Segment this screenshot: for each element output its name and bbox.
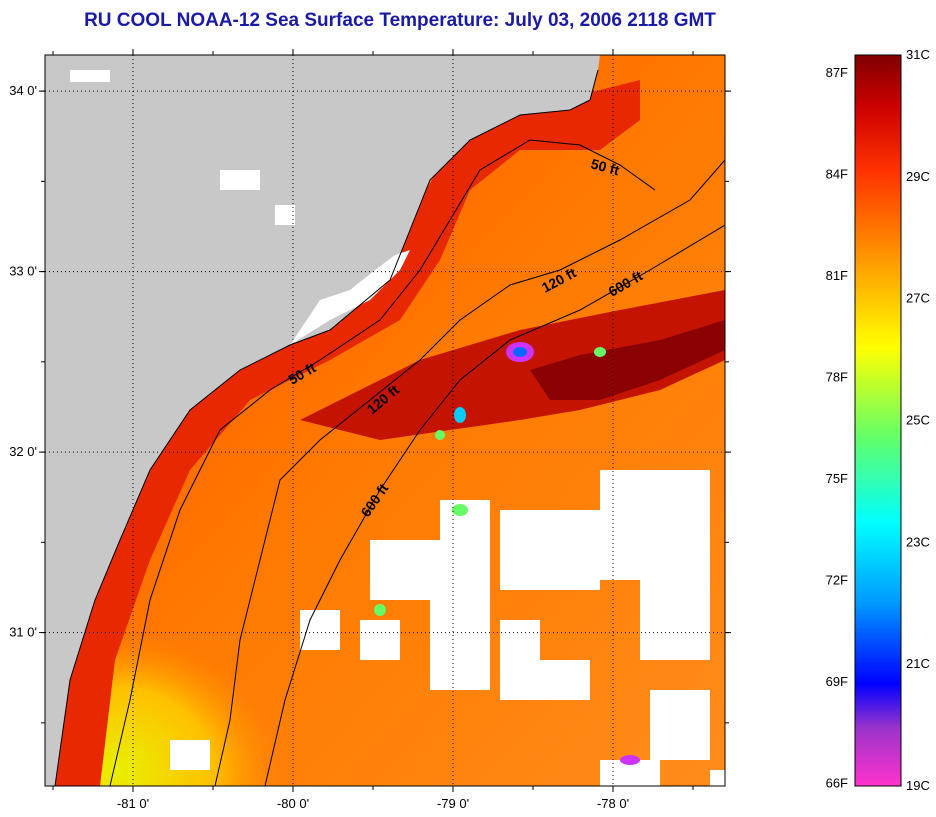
y-tick-label: 31 0': [9, 625, 37, 640]
colorbar-fahrenheit-label: 72F: [826, 573, 848, 588]
y-tick-label: 33 0': [9, 264, 37, 279]
x-tick-label: -80 0': [277, 796, 309, 811]
isobath-50ft: [109, 139, 656, 786]
x-tick-label: -79 0': [437, 796, 469, 811]
axis-tick-labels: -81 0' -80 0' -79 0' -78 0' 34 0' 33 0' 32 0' 3…: [9, 83, 629, 811]
x-tick-label: -81 0': [117, 796, 149, 811]
colorbar-fahrenheit-label: 87F: [826, 65, 848, 80]
axis-ticks: [39, 49, 731, 792]
y-tick-label: 32 0': [9, 444, 37, 459]
map-title: RU COOL NOAA-12 Sea Surface Temperature:…: [84, 10, 716, 31]
land-mass: [45, 55, 600, 786]
gulf-stream-core: [300, 290, 725, 440]
isobath-120ft: [214, 159, 725, 786]
colorbar-fahrenheit-label: 78F: [826, 370, 848, 385]
gulf-stream-hotspot: [530, 320, 725, 400]
colorbar-gradient: [854, 54, 902, 787]
y-tick-label: 34 0': [9, 83, 37, 98]
map-frame: [44, 54, 726, 787]
colorbar-fahrenheit-label: 75F: [826, 471, 848, 486]
coastline: [54, 69, 599, 786]
colorbar-celsius-label: 31C: [906, 47, 930, 62]
colorbar-celsius-label: 29C: [906, 169, 930, 184]
colorbar-fahrenheit-label: 84F: [826, 167, 848, 182]
isobath-600ft: [264, 224, 725, 786]
colorbar-fahrenheit-label: 81F: [826, 268, 848, 283]
colorbar-celsius-label: 21C: [906, 656, 930, 671]
colorbar-fahrenheit-labels: 87F 84F 81F 78F 75F 72F 69F 66F: [826, 65, 848, 791]
x-tick-label: -78 0': [597, 796, 629, 811]
cloud-patches: [70, 70, 725, 786]
colorbar-celsius-label: 27C: [906, 291, 930, 306]
graticule: [45, 55, 725, 786]
colorbar-celsius-label: 19C: [906, 778, 930, 793]
cold-spots: [374, 342, 640, 765]
colorbar-fahrenheit-label: 69F: [826, 674, 848, 689]
colorbar-fahrenheit-label: 66F: [826, 776, 848, 791]
colorbar-celsius-label: 25C: [906, 413, 930, 428]
colorbar-celsius-labels: 31C 29C 27C 25C 23C 21C 19C: [906, 47, 930, 793]
colorbar-celsius-label: 23C: [906, 534, 930, 549]
contour-label-50ft-north: 50 ft: [589, 155, 621, 178]
